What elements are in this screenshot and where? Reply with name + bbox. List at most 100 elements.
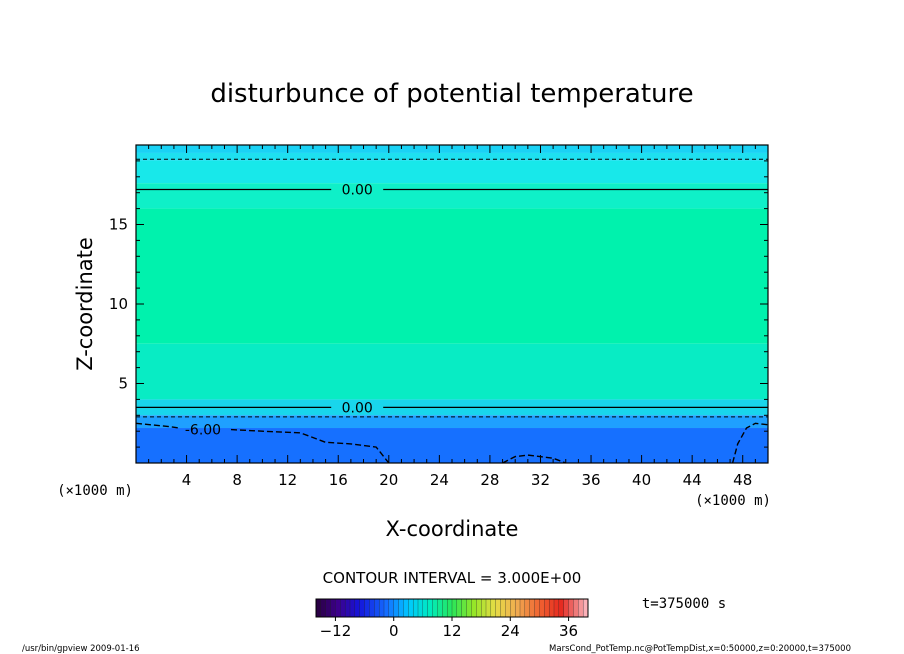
colorbar-tick-label-1: 0 <box>389 622 399 640</box>
neg-contour-b <box>230 428 390 464</box>
colorbar-cell-21 <box>417 598 424 618</box>
chart-title: disturbunce of potential temperature <box>210 79 693 109</box>
colorbar-cell-48 <box>548 598 555 618</box>
y-tick-label-2: 15 <box>109 216 128 234</box>
colorbar-cell-35 <box>485 598 492 618</box>
x-tick-label-10: 44 <box>683 471 702 489</box>
fill-layer-1 <box>136 152 768 161</box>
colorbar-cell-27 <box>446 598 453 618</box>
colorbar-cell-9 <box>359 598 366 618</box>
x-tick-label-4: 20 <box>379 471 398 489</box>
x-tick-label-5: 24 <box>430 471 449 489</box>
colorbar-cell-40 <box>510 598 516 618</box>
x-tick-label-11: 48 <box>733 471 752 489</box>
x-axis-unit-right: (×1000 m) <box>695 493 771 509</box>
neg-contour-d <box>731 422 769 464</box>
colorbar-cell-44 <box>529 598 536 618</box>
fill-layer-3 <box>136 183 768 209</box>
x-tick-label-2: 12 <box>278 471 297 489</box>
colorbar-cell-17 <box>398 598 404 618</box>
x-tick-label-9: 40 <box>632 471 651 489</box>
x-axis-unit-left: (×1000 m) <box>57 483 133 499</box>
colorbar-cell-6 <box>344 598 351 618</box>
colorbar-cell-45 <box>534 598 540 618</box>
y-tick-label-0: 5 <box>118 375 128 393</box>
neg-contour-a <box>135 422 180 429</box>
colorbar <box>315 598 589 618</box>
colorbar-cell-19 <box>408 598 414 618</box>
colorbar-ticks: −12 0 12 24 36 <box>320 617 578 640</box>
colorbar-cell-2 <box>325 598 332 618</box>
colorbar-cell-8 <box>354 598 361 618</box>
colorbar-cell-36 <box>490 598 497 618</box>
colorbar-cell-53 <box>573 598 579 618</box>
fill-layer-5 <box>136 343 768 400</box>
x-axis-ticks: 4 8 12 16 20 24 28 32 36 40 44 48 <box>135 145 769 489</box>
colorbar-cell-15 <box>388 598 395 618</box>
colorbar-cell-4 <box>335 598 341 618</box>
colorbar-cell-5 <box>340 598 346 618</box>
colorbar-cell-46 <box>539 598 545 618</box>
colorbar-cell-18 <box>403 598 409 618</box>
colorbar-cell-1 <box>320 598 327 618</box>
colorbar-cell-10 <box>364 598 370 618</box>
footer-right: MarsCond_PotTemp.nc@PotTempDist,x=0:5000… <box>549 644 851 654</box>
colorbar-cell-30 <box>461 598 468 618</box>
colorbar-cell-49 <box>553 598 560 618</box>
colorbar-cell-50 <box>558 598 565 618</box>
colorbar-cell-39 <box>505 598 511 618</box>
contour-lines: 0.00 0.00 -6.00 <box>135 158 769 464</box>
colorbar-cell-0 <box>315 598 322 618</box>
colorbar-cell-7 <box>349 598 356 618</box>
colorbar-cell-22 <box>422 598 429 618</box>
neg-contour-c <box>502 454 567 464</box>
x-tick-label-3: 16 <box>329 471 348 489</box>
fill-layer-8 <box>136 428 768 463</box>
colorbar-cell-29 <box>456 598 463 618</box>
colorbar-cell-3 <box>330 598 336 618</box>
x-tick-label-8: 36 <box>581 471 600 489</box>
y-axis-ticks: 5 10 15 <box>109 144 768 464</box>
contour-label-0: 0.00 <box>342 183 373 199</box>
contour-label-1: 0.00 <box>342 400 373 416</box>
colorbar-cell-51 <box>563 598 570 618</box>
colorbar-cell-24 <box>432 598 438 618</box>
fill-layer-4 <box>136 208 768 344</box>
colorbar-cell-41 <box>514 598 521 618</box>
colorbar-cell-20 <box>412 598 419 618</box>
x-tick-label-7: 32 <box>531 471 550 489</box>
colorbar-cell-54 <box>578 598 584 618</box>
colorbar-cell-31 <box>466 598 472 618</box>
time-label: t=375000 s <box>642 596 726 612</box>
colorbar-cell-12 <box>374 598 380 618</box>
colorbar-cell-25 <box>437 598 443 618</box>
colorbar-tick-label-4: 36 <box>559 622 578 640</box>
colorbar-cell-23 <box>427 598 434 618</box>
colorbar-cell-52 <box>568 598 574 618</box>
colorbar-cell-11 <box>369 598 375 618</box>
colorbar-cell-16 <box>393 598 400 618</box>
x-tick-label-0: 4 <box>182 471 192 489</box>
colorbar-cell-38 <box>500 598 506 618</box>
colorbar-cell-34 <box>480 598 487 618</box>
colorbar-cell-13 <box>378 598 385 618</box>
plot-area-fill <box>136 145 768 463</box>
colorbar-cell-14 <box>383 598 390 618</box>
colorbar-cell-47 <box>544 598 550 618</box>
neg-contour-label: -6.00 <box>185 423 221 439</box>
fill-layer-7 <box>136 415 768 429</box>
colorbar-cell-43 <box>524 598 531 618</box>
colorbar-tick-label-2: 12 <box>442 622 461 640</box>
colorbar-cell-33 <box>476 598 482 618</box>
contour-interval-label: CONTOUR INTERVAL = 3.000E+00 <box>323 569 582 587</box>
x-tick-label-6: 28 <box>480 471 499 489</box>
y-tick-label-1: 10 <box>109 295 128 313</box>
colorbar-tick-label-3: 24 <box>501 622 520 640</box>
colorbar-cell-26 <box>442 598 448 618</box>
fill-layer-2 <box>136 160 768 184</box>
colorbar-cell-42 <box>519 598 526 618</box>
colorbar-cell-37 <box>495 598 502 618</box>
footer-left: /usr/bin/gpview 2009-01-16 <box>22 644 140 654</box>
x-tick-label-1: 8 <box>232 471 242 489</box>
